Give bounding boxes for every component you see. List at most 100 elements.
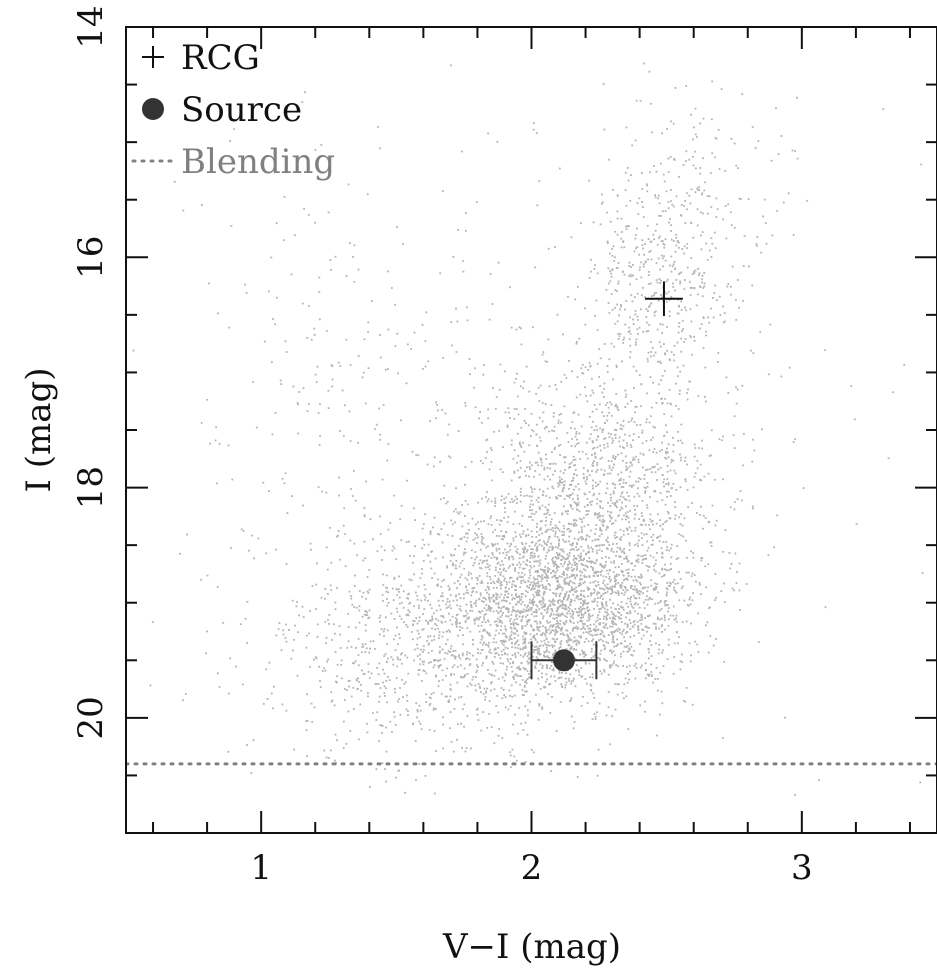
star-point (506, 590, 509, 593)
star-point (605, 538, 608, 541)
star-point (483, 614, 486, 616)
star-point (297, 403, 300, 406)
star-point (694, 133, 697, 136)
star-point (384, 653, 387, 656)
star-point (603, 648, 606, 651)
star-point (569, 612, 571, 615)
star-point (666, 431, 668, 433)
star-point (450, 553, 452, 556)
star-point (541, 494, 544, 497)
star-point (639, 266, 641, 269)
star-point (576, 611, 579, 614)
star-point (636, 580, 639, 583)
star-point (535, 645, 538, 648)
star-point (573, 557, 576, 560)
star-point (613, 586, 616, 588)
star-point (538, 653, 541, 656)
star-point (513, 381, 516, 384)
star-point (720, 590, 723, 592)
star-point (756, 244, 758, 247)
star-point (533, 587, 536, 590)
star-point (377, 673, 380, 676)
star-point (584, 307, 586, 310)
star-point (496, 562, 499, 565)
star-point (585, 394, 587, 397)
star-point (610, 585, 613, 588)
star-point (446, 630, 448, 633)
star-point (544, 524, 547, 527)
star-point (489, 600, 491, 603)
star-point (663, 413, 666, 415)
star-point (515, 377, 517, 380)
star-point (482, 537, 485, 539)
star-point (356, 688, 359, 691)
star-point (479, 687, 481, 689)
star-point (612, 551, 615, 553)
star-point (627, 495, 630, 497)
star-point (679, 523, 682, 525)
star-point (556, 526, 558, 529)
star-point (488, 634, 490, 637)
star-point (594, 584, 597, 587)
star-point (611, 641, 614, 643)
star-point (459, 511, 462, 513)
star-point (660, 690, 663, 693)
star-point (600, 672, 603, 675)
star-point (559, 592, 562, 595)
star-point (704, 366, 707, 369)
star-point (509, 662, 512, 665)
star-point (606, 365, 609, 367)
star-point (523, 653, 526, 656)
star-point (282, 633, 285, 636)
star-point (499, 582, 502, 585)
star-point (547, 656, 549, 659)
star-point (672, 483, 675, 485)
star-point (592, 447, 594, 450)
star-point (574, 657, 576, 660)
star-point (513, 675, 515, 678)
star-point (418, 704, 421, 707)
star-point (601, 565, 603, 568)
star-point (485, 609, 488, 612)
star-point (569, 603, 571, 606)
star-point (498, 596, 501, 599)
star-point (458, 654, 460, 657)
star-point (520, 426, 523, 429)
star-point (354, 626, 357, 629)
star-point (334, 608, 337, 611)
star-point (517, 651, 520, 654)
star-point (601, 431, 604, 433)
star-point (583, 651, 586, 653)
star-point (576, 574, 579, 577)
star-point (674, 583, 677, 585)
star-point (566, 557, 569, 560)
star-point (620, 217, 623, 220)
star-point (685, 309, 688, 312)
star-point (486, 727, 489, 729)
star-point (445, 607, 448, 609)
star-point (396, 626, 398, 629)
star-point (358, 681, 360, 683)
star-point (675, 614, 678, 617)
star-point (529, 607, 532, 609)
star-point (448, 600, 451, 603)
star-point (637, 487, 639, 490)
star-point (646, 506, 649, 509)
star-point (481, 610, 484, 612)
star-point (593, 268, 596, 270)
star-point (614, 501, 617, 504)
star-point (620, 486, 623, 488)
star-point (614, 519, 617, 522)
star-point (555, 552, 558, 554)
star-point (550, 404, 553, 406)
star-point (367, 692, 369, 694)
star-point (636, 591, 639, 594)
star-point (542, 606, 545, 608)
star-point (526, 678, 529, 680)
star-point (368, 651, 371, 654)
star-point (589, 560, 591, 563)
star-point (557, 606, 560, 608)
star-point (584, 628, 586, 630)
star-point (449, 456, 452, 459)
star-point (571, 370, 573, 373)
